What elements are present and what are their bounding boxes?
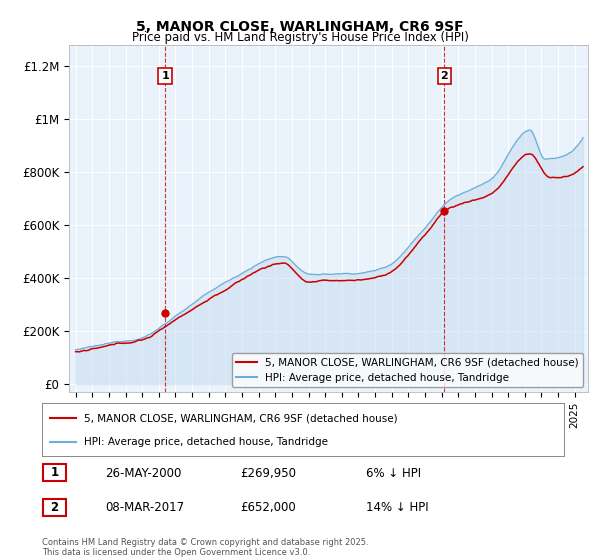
Text: £269,950: £269,950 [240, 466, 296, 480]
Text: £652,000: £652,000 [240, 501, 296, 515]
Text: 5, MANOR CLOSE, WARLINGHAM, CR6 9SF: 5, MANOR CLOSE, WARLINGHAM, CR6 9SF [136, 20, 464, 34]
Text: Contains HM Land Registry data © Crown copyright and database right 2025.
This d: Contains HM Land Registry data © Crown c… [42, 538, 368, 557]
Text: HPI: Average price, detached house, Tandridge: HPI: Average price, detached house, Tand… [84, 436, 328, 446]
Text: 1: 1 [50, 466, 59, 479]
Text: 2: 2 [440, 71, 448, 81]
Text: 6% ↓ HPI: 6% ↓ HPI [366, 466, 421, 480]
Text: 26-MAY-2000: 26-MAY-2000 [105, 466, 181, 480]
Legend: 5, MANOR CLOSE, WARLINGHAM, CR6 9SF (detached house), HPI: Average price, detach: 5, MANOR CLOSE, WARLINGHAM, CR6 9SF (det… [232, 353, 583, 387]
Text: 1: 1 [161, 71, 169, 81]
Text: 08-MAR-2017: 08-MAR-2017 [105, 501, 184, 515]
Text: 2: 2 [50, 501, 59, 514]
Text: 14% ↓ HPI: 14% ↓ HPI [366, 501, 428, 515]
Text: 5, MANOR CLOSE, WARLINGHAM, CR6 9SF (detached house): 5, MANOR CLOSE, WARLINGHAM, CR6 9SF (det… [84, 413, 397, 423]
Text: Price paid vs. HM Land Registry's House Price Index (HPI): Price paid vs. HM Land Registry's House … [131, 31, 469, 44]
